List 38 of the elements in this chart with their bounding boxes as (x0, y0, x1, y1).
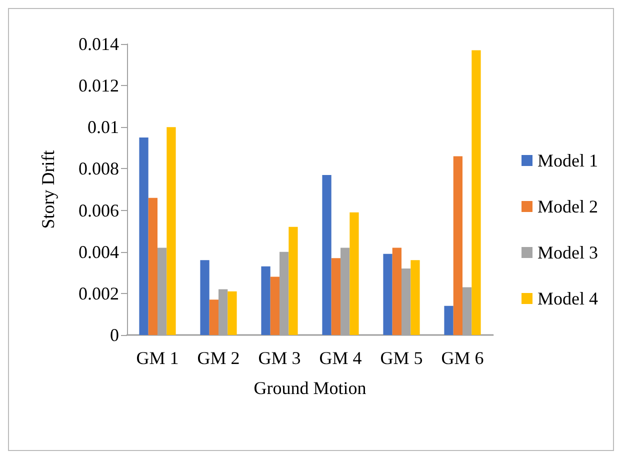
bar (200, 260, 210, 335)
bar (350, 212, 359, 335)
x-axis-title: Ground Motion (254, 378, 366, 398)
y-tick-label: 0 (110, 325, 119, 345)
y-tick-label: 0.01 (88, 117, 119, 138)
bar (453, 156, 462, 335)
y-tick-label: 0.008 (78, 158, 119, 179)
bar (472, 50, 481, 335)
y-tick-label: 0.002 (78, 283, 119, 304)
x-tick-label: GM 2 (197, 348, 240, 368)
legend-label: Model 1 (538, 150, 598, 170)
y-axis-title: Story Drift (38, 150, 58, 229)
x-tick-label: GM 1 (136, 348, 179, 368)
x-tick-label: GM 5 (380, 348, 423, 368)
bar (383, 254, 392, 335)
bar (392, 248, 402, 335)
legend-label: Model 3 (538, 242, 598, 262)
bar (166, 127, 176, 335)
y-tick-label: 0.012 (78, 76, 119, 96)
bar (209, 300, 218, 335)
legend-label: Model 4 (538, 288, 598, 308)
x-tick-label: GM 3 (258, 348, 301, 368)
y-tick-label: 0.014 (78, 34, 119, 54)
bar (261, 266, 270, 335)
y-tick-label: 0.006 (78, 200, 119, 220)
x-tick-label: GM 4 (319, 348, 362, 368)
bar (410, 260, 420, 335)
bar (288, 226, 298, 335)
bar (322, 174, 332, 335)
bar (148, 198, 158, 335)
bar (139, 138, 148, 335)
bar (444, 306, 454, 335)
y-tick-label: 0.004 (78, 242, 119, 262)
bar (228, 291, 237, 335)
legend-label: Model 2 (538, 196, 598, 216)
bar (270, 276, 280, 335)
x-tick-label: GM 6 (441, 348, 484, 368)
bar (331, 258, 340, 335)
